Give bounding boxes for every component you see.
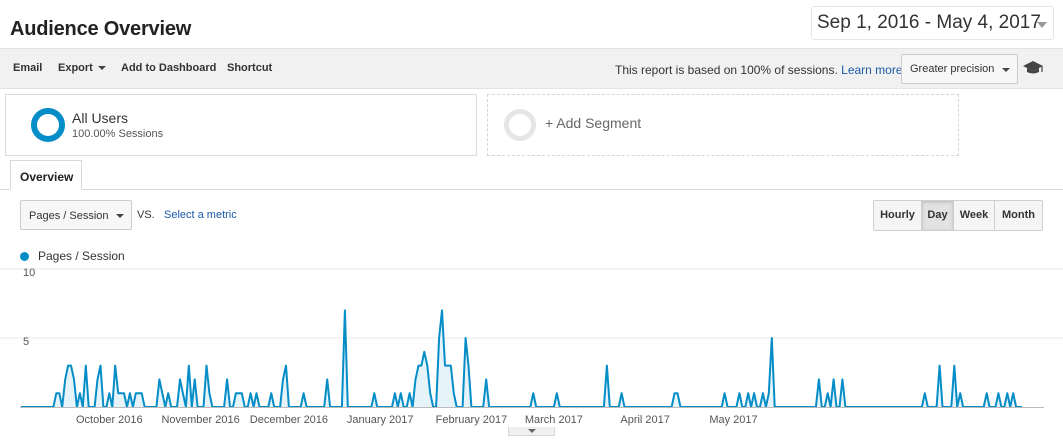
y-tick-label: 5 — [23, 336, 29, 348]
series-line-pages-per-session — [21, 309, 1022, 408]
export-label: Export — [58, 62, 93, 74]
add-to-dashboard-button[interactable]: Add to Dashboard — [121, 62, 217, 74]
month-button[interactable]: Month — [994, 201, 1042, 230]
segment-all-users[interactable]: All Users 100.00% Sessions — [5, 94, 477, 156]
x-tick-label: May 2017 — [709, 414, 757, 426]
day-button[interactable]: Day — [921, 201, 953, 230]
metric-select-label: Pages / Session — [29, 210, 109, 222]
tabs-divider — [0, 189, 1063, 190]
pages-per-session-chart: 10 5 October 2016 November 2016 December 201… — [0, 267, 1063, 426]
graduation-cap-icon[interactable] — [1022, 60, 1044, 76]
date-range-picker[interactable]: Sep 1, 2016 - May 4, 2017 — [811, 6, 1054, 40]
week-button[interactable]: Week — [953, 201, 994, 230]
sampling-notice: This report is based on 100% of sessions… — [615, 63, 903, 77]
chevron-down-icon — [1002, 68, 1010, 72]
chevron-down-icon — [97, 66, 106, 71]
x-tick-label: October 2016 — [76, 414, 143, 426]
chart-legend: Pages / Session — [20, 249, 125, 263]
x-tick-label: December 2016 — [250, 414, 328, 426]
export-button[interactable]: Export — [58, 62, 106, 74]
x-tick-label: February 2017 — [436, 414, 508, 426]
vs-label: VS. — [137, 209, 155, 221]
legend-label: Pages / Session — [38, 249, 125, 263]
add-segment-label: + Add Segment — [545, 115, 642, 131]
chevron-down-icon — [1037, 22, 1047, 28]
x-tick-label: November 2016 — [161, 414, 239, 426]
sampling-text: This report is based on 100% of sessions… — [615, 63, 838, 77]
series-area — [21, 310, 1022, 407]
date-range-text: Sep 1, 2016 - May 4, 2017 — [817, 12, 1041, 33]
x-tick-label: April 2017 — [620, 414, 670, 426]
email-button[interactable]: Email — [13, 62, 43, 74]
empty-segment-ring-icon — [504, 109, 536, 141]
chevron-down-icon — [528, 429, 536, 433]
shortcut-button[interactable]: Shortcut — [227, 62, 273, 74]
y-tick-label: 10 — [23, 267, 35, 279]
learn-more-link[interactable]: Learn more — [841, 63, 903, 77]
x-tick-label: January 2017 — [347, 414, 414, 426]
page-title: Audience Overview — [10, 18, 192, 40]
chart-scroll-handle[interactable] — [508, 427, 555, 436]
x-tick-label: March 2017 — [525, 414, 583, 426]
add-segment-button[interactable]: + Add Segment — [487, 94, 959, 156]
chevron-down-icon — [116, 214, 124, 218]
hourly-button[interactable]: Hourly — [874, 201, 921, 230]
precision-label: Greater precision — [910, 63, 995, 75]
tab-overview[interactable]: Overview — [10, 160, 82, 190]
segment-name: All Users — [72, 110, 129, 126]
segment-percentage: 100.00% Sessions — [72, 128, 164, 140]
granularity-toggle: Hourly Day Week Month — [873, 200, 1043, 231]
metric-select[interactable]: Pages / Session — [20, 200, 132, 230]
segment-ring-icon — [31, 108, 65, 142]
report-header: Audience Overview Sep 1, 2016 - May 4, 2… — [0, 0, 1063, 48]
report-toolbar: Email Export Add to Dashboard Shortcut T… — [0, 48, 1063, 89]
precision-dropdown[interactable]: Greater precision — [901, 54, 1018, 84]
select-metric-link[interactable]: Select a metric — [164, 209, 237, 221]
legend-dot-icon — [20, 251, 29, 261]
